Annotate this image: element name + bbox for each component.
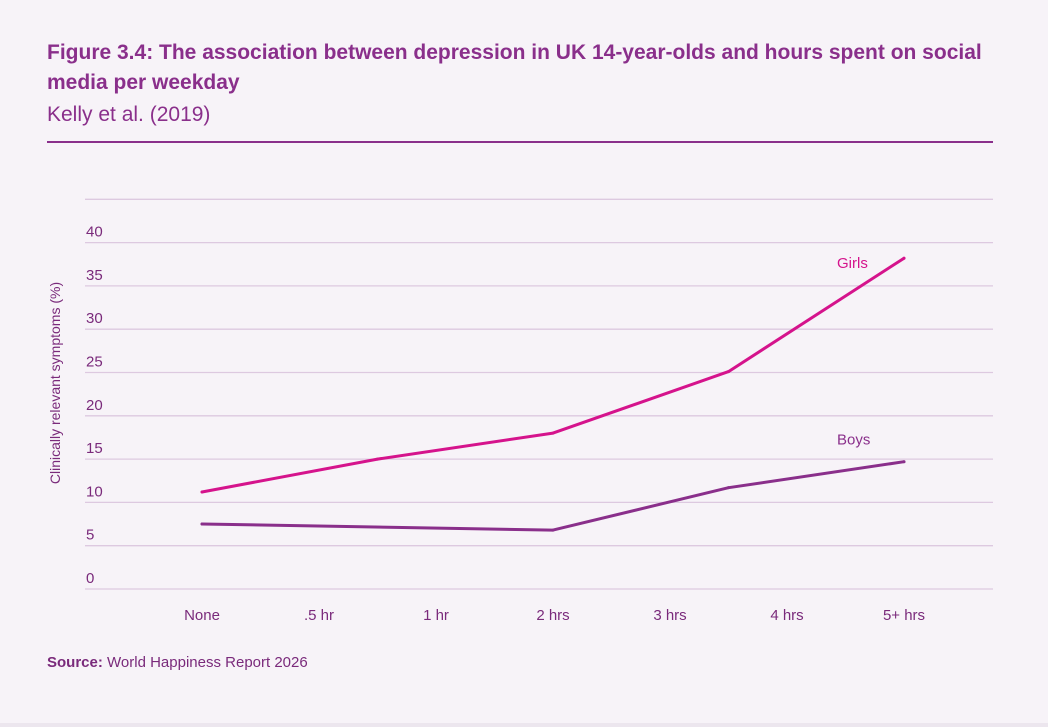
y-tick-label: 0 xyxy=(86,570,94,587)
data-point-boys xyxy=(551,528,555,532)
data-point-girls xyxy=(376,457,379,461)
source-note: Source: World Happiness Report 2026 xyxy=(47,654,308,671)
bottom-strip xyxy=(0,723,1048,727)
y-tick-label: 30 xyxy=(86,310,103,327)
data-point-boys xyxy=(200,522,204,526)
x-tick-label: 2 hrs xyxy=(536,607,569,624)
y-tick-label: 40 xyxy=(86,224,103,241)
series-label-girls: Girls xyxy=(837,255,868,272)
data-point-girls xyxy=(727,370,730,374)
x-tick-label: None xyxy=(184,607,220,624)
data-point-girls xyxy=(902,256,906,260)
x-tick-label: 5+ hrs xyxy=(883,607,925,624)
data-point-boys xyxy=(902,460,906,464)
y-tick-label: 15 xyxy=(86,440,103,457)
series-label-boys: Boys xyxy=(837,432,870,449)
y-tick-label: 25 xyxy=(86,354,103,371)
chart-title: Figure 3.4: The association between depr… xyxy=(47,41,982,94)
source-text: World Happiness Report 2026 xyxy=(107,654,308,671)
data-point-girls xyxy=(551,431,555,435)
series-line-girls xyxy=(200,256,906,494)
y-tick-label: 5 xyxy=(86,527,94,544)
title-divider xyxy=(47,141,993,143)
data-point-boys xyxy=(727,486,730,490)
x-tick-label: 1 hr xyxy=(423,607,449,624)
data-point-girls xyxy=(200,490,204,494)
x-tick-label: .5 hr xyxy=(304,607,334,624)
series-line-boys xyxy=(200,460,906,532)
chart-subtitle: Kelly et al. (2019) xyxy=(47,103,211,126)
y-tick-label: 10 xyxy=(86,483,103,500)
y-tick-label: 35 xyxy=(86,267,103,284)
x-tick-label: 3 hrs xyxy=(653,607,686,624)
y-axis-label: Clinically relevant symptoms (%) xyxy=(47,282,63,484)
x-tick-label: 4 hrs xyxy=(770,607,803,624)
source-label: Source: xyxy=(47,654,103,671)
y-tick-label: 20 xyxy=(86,397,103,414)
